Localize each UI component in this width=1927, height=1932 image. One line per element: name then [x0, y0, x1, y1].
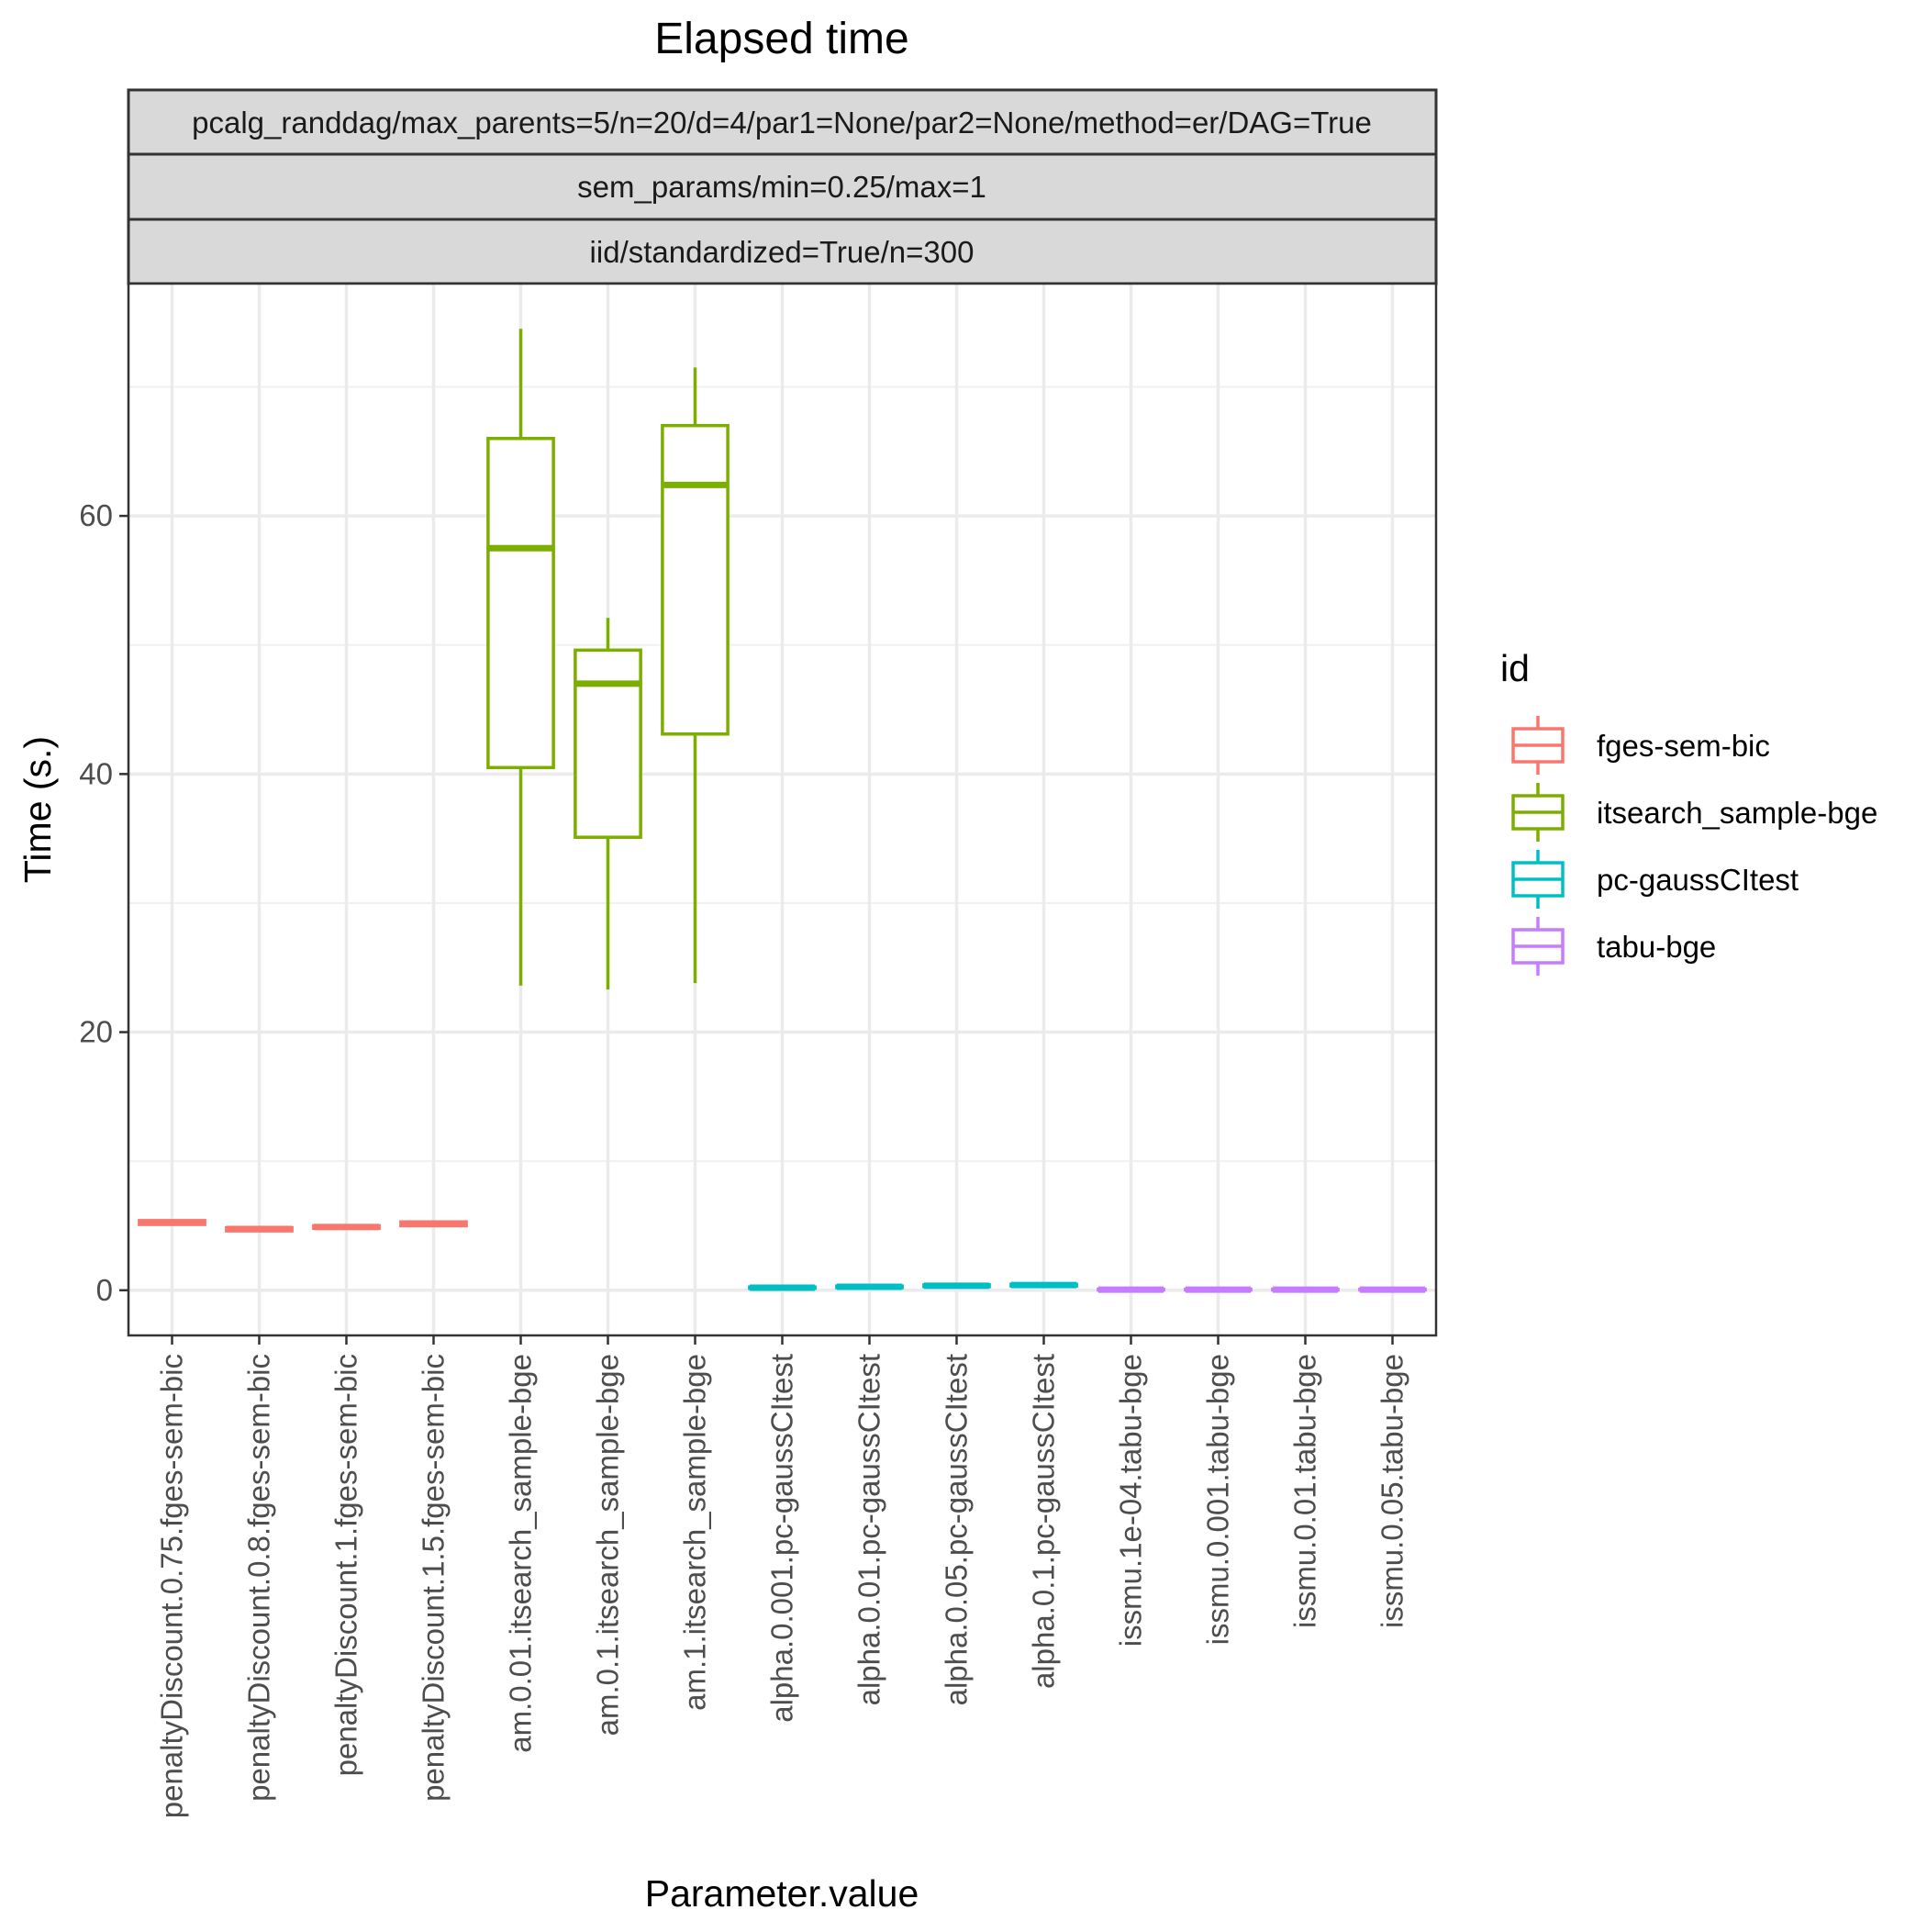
y-axis: 0 20 40 60 — [79, 498, 128, 1307]
y-tick-label: 20 — [79, 1015, 113, 1049]
box — [748, 1284, 817, 1291]
facet-strips: pcalg_randdag/max_parents=5/n=20/d=4/par… — [127, 88, 1438, 285]
box — [486, 329, 555, 986]
box — [312, 1223, 381, 1231]
legend-label: fges-sem-bic — [1597, 729, 1770, 763]
x-tick-label: am.0.1.itsearch_sample-bge — [591, 1354, 625, 1736]
box — [138, 1219, 206, 1226]
box-body — [574, 648, 642, 839]
x-axis: penaltyDiscount.0.75.fges-sem-bic penalty… — [155, 1335, 1409, 1818]
x-tick-label: am.0.01.itsearch_sample-bge — [504, 1354, 538, 1753]
box — [922, 1282, 991, 1290]
x-tick-label: penaltyDiscount.0.8.fges-sem-bic — [242, 1354, 276, 1802]
legend-title: id — [1500, 647, 1530, 689]
x-tick-label: penaltyDiscount.1.fges-sem-bic — [329, 1354, 363, 1776]
x-tick-label: issmu.0.01.tabu-bge — [1288, 1354, 1322, 1628]
box — [1097, 1286, 1165, 1293]
box — [1271, 1286, 1340, 1293]
legend-item: fges-sem-bic — [1511, 716, 1770, 775]
x-axis-title: Parameter.value — [645, 1872, 919, 1915]
strip-2-label: sem_params/min=0.25/max=1 — [577, 170, 986, 204]
x-tick-label: issmu.0.001.tabu-bge — [1201, 1354, 1235, 1645]
legend-item: pc-gaussCItest — [1511, 850, 1799, 909]
y-tick-label: 0 — [96, 1273, 113, 1307]
strip-3-label: iid/standardized=True/n=300 — [590, 235, 975, 269]
box — [1184, 1286, 1253, 1293]
strip-1-background — [127, 88, 1438, 156]
box — [1009, 1281, 1078, 1289]
legend: id fges-sem-bic itsearch_sample-bge pc-gau… — [1500, 647, 1877, 976]
box — [399, 1220, 468, 1228]
box — [1358, 1286, 1427, 1293]
y-tick-label: 40 — [79, 756, 113, 790]
box — [225, 1225, 294, 1233]
strip-1-label: pcalg_randdag/max_parents=5/n=20/d=4/par… — [192, 106, 1372, 140]
legend-label: itsearch_sample-bge — [1597, 796, 1877, 830]
x-tick-label: am.1.itsearch_sample-bge — [678, 1354, 712, 1711]
x-tick-label: alpha.0.05.pc-gaussCItest — [940, 1354, 974, 1705]
x-tick-label: penaltyDiscount.0.75.fges-sem-bic — [155, 1354, 189, 1818]
box — [835, 1283, 904, 1290]
legend-item: tabu-bge — [1511, 917, 1716, 976]
y-axis-title: Time (s.) — [17, 736, 59, 883]
legend-label: tabu-bge — [1597, 930, 1716, 964]
box — [661, 367, 730, 984]
x-tick-label: issmu.1e-04.tabu-bge — [1114, 1354, 1148, 1647]
box-body — [661, 423, 730, 736]
boxes — [138, 329, 1427, 1293]
box — [574, 618, 642, 990]
legend-item: itsearch_sample-bge — [1511, 783, 1877, 842]
x-tick-label: issmu.0.05.tabu-bge — [1376, 1354, 1409, 1628]
y-tick-label: 60 — [79, 498, 113, 532]
box-body — [486, 436, 555, 770]
legend-label: pc-gaussCItest — [1597, 863, 1799, 897]
x-tick-label: penaltyDiscount.1.5.fges-sem-bic — [417, 1354, 451, 1802]
strip-2-background — [127, 152, 1438, 221]
x-tick-label: alpha.0.001.pc-gaussCItest — [765, 1354, 799, 1723]
chart-title: Elapsed time — [654, 15, 908, 63]
x-tick-label: alpha.0.1.pc-gaussCItest — [1027, 1354, 1061, 1689]
x-tick-label: alpha.0.01.pc-gaussCItest — [852, 1354, 886, 1705]
